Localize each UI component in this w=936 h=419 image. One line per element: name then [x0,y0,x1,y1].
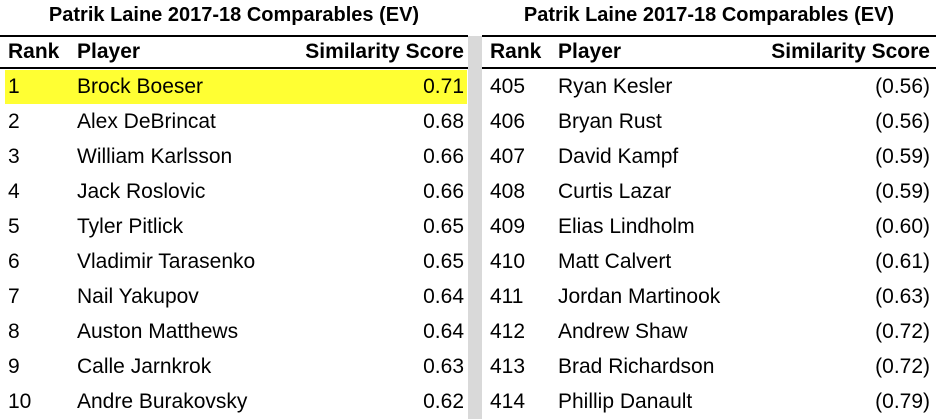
rank-cell: 405 [490,75,526,98]
player-cell: Jack Roslovic [77,180,206,203]
table-title: Patrik Laine 2017-18 Comparables (EV) [523,4,895,26]
rank-cell: 414 [490,390,526,413]
score-cell: (0.72) [875,320,930,343]
score-cell: 0.63 [423,355,464,378]
player-cell: Phillip Danault [558,390,693,413]
score-cell: 0.66 [423,180,464,203]
rank-cell: 6 [8,250,20,273]
player-cell: Curtis Lazar [558,180,672,203]
score-cell: 0.65 [423,250,464,273]
score-cell: 0.68 [423,110,464,133]
score-cell: (0.59) [875,145,930,168]
player-cell: Matt Calvert [558,250,672,273]
rank-cell: 3 [8,145,20,168]
score-cell: 0.64 [423,320,464,343]
rank-cell: 7 [8,285,20,308]
player-cell: Brock Boeser [77,75,204,98]
player-cell: Brad Richardson [558,355,715,378]
rank-cell: 8 [8,320,20,343]
score-cell: (0.59) [875,180,930,203]
rank-cell: 1 [8,75,20,98]
score-cell: 0.71 [423,75,464,98]
column-header: Player [77,40,141,63]
score-cell: (0.61) [875,250,930,273]
rank-cell: 410 [490,250,526,273]
player-cell: Auston Matthews [77,320,239,343]
rank-cell: 9 [8,355,20,378]
rank-cell: 408 [490,180,526,203]
column-header: Similarity Score [305,40,464,63]
column-divider [468,36,482,419]
row-highlight [5,70,467,104]
column-header: Rank [8,40,60,63]
score-cell: (0.60) [875,215,930,238]
player-cell: David Kampf [558,145,679,168]
score-cell: 0.64 [423,285,464,308]
rank-cell: 2 [8,110,20,133]
player-cell: Ryan Kesler [558,75,673,98]
header-rule [482,67,936,69]
player-cell: Nail Yakupov [77,285,199,308]
player-cell: Tyler Pitlick [77,215,184,238]
header-rule [0,67,468,69]
score-cell: (0.63) [875,285,930,308]
player-cell: Alex DeBrincat [77,110,216,133]
rank-cell: 407 [490,145,526,168]
player-cell: Jordan Martinook [558,285,721,308]
rank-cell: 411 [490,285,524,308]
score-cell: 0.66 [423,145,464,168]
score-cell: (0.56) [875,110,930,133]
player-cell: William Karlsson [77,145,233,168]
player-cell: Vladimir Tarasenko [77,250,256,273]
score-cell: 0.62 [423,390,464,413]
rank-cell: 5 [8,215,20,238]
player-cell: Andre Burakovsky [77,390,248,413]
player-cell: Calle Jarnkrok [77,355,212,378]
player-cell: Andrew Shaw [558,320,688,343]
rank-cell: 412 [490,320,526,343]
rank-cell: 406 [490,110,526,133]
header-rule [482,35,936,37]
rank-cell: 10 [8,390,32,413]
score-cell: (0.56) [875,75,930,98]
header-rule [0,35,468,37]
player-cell: Bryan Rust [558,110,662,133]
column-header: Player [558,40,622,63]
table-title: Patrik Laine 2017-18 Comparables (EV) [48,4,420,26]
score-cell: 0.65 [423,215,464,238]
column-header: Similarity Score [771,40,930,63]
score-cell: (0.79) [875,390,930,413]
score-cell: (0.72) [875,355,930,378]
column-header: Rank [490,40,542,63]
rank-cell: 4 [8,180,20,203]
player-cell: Elias Lindholm [558,215,695,238]
rank-cell: 409 [490,215,526,238]
rank-cell: 413 [490,355,526,378]
